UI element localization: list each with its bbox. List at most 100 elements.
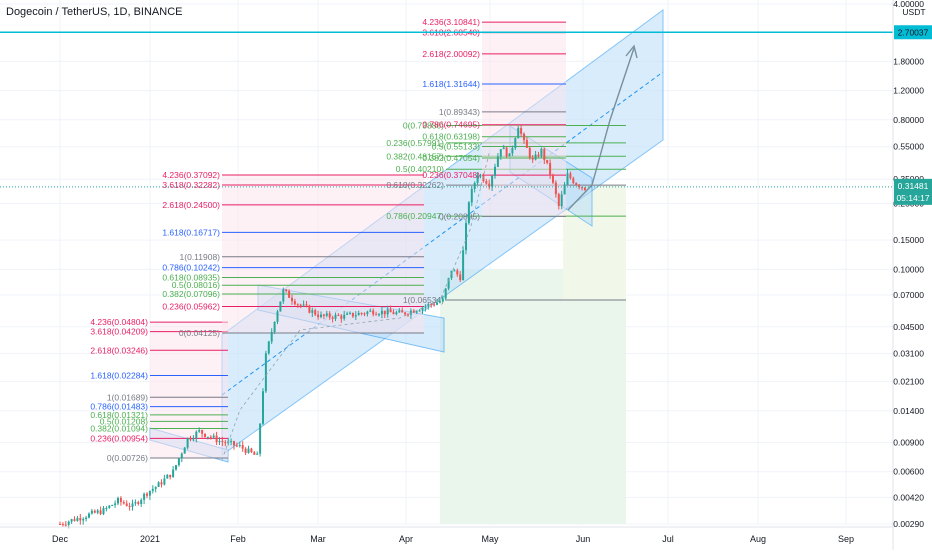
candle-body [230, 441, 233, 443]
candle-body [447, 278, 450, 289]
candle-body [465, 223, 467, 251]
candle-body [146, 493, 148, 496]
fib-level-label: 1.618(0.02284) [90, 371, 148, 381]
candle-body [430, 304, 433, 306]
svg-text:2.70037: 2.70037 [898, 27, 929, 37]
candle-body [433, 304, 436, 306]
candle-body [543, 148, 546, 160]
candle-body [154, 486, 157, 489]
candle-body [137, 502, 140, 504]
candle-body [218, 440, 221, 443]
candle-body [351, 312, 354, 317]
candle-body [357, 312, 360, 316]
candle-body [569, 173, 572, 179]
candle-body [61, 524, 64, 526]
candle-body [76, 517, 79, 521]
candle-body [496, 156, 499, 167]
candle-body [334, 314, 337, 319]
candle-body [482, 175, 485, 182]
fib-level-label: 0.5(0.55133) [432, 142, 480, 152]
fib-level-label: 0.5(0.08016) [172, 280, 220, 290]
fib-level-label: 0.236(0.05962) [162, 302, 220, 312]
candle-body [502, 147, 505, 150]
time-tick-label: 2021 [140, 534, 160, 544]
fib-level-label: 0.382(0.48157) [386, 151, 444, 161]
candle-body [322, 314, 325, 316]
fib-level-label: 3.618(0.04209) [90, 327, 148, 337]
time-tick-label: Mar [310, 534, 326, 544]
candle-body [140, 499, 143, 504]
price-tick-label: 0.03100 [893, 349, 924, 359]
candle-body [552, 174, 554, 183]
time-tick-label: Dec [52, 534, 69, 544]
candle-body [215, 435, 218, 443]
fib-level-label: 0(0.73886) [403, 120, 444, 130]
fib-level-label: 0.786(0.20947) [386, 211, 444, 221]
candle-body [467, 202, 470, 224]
fib-level-label: 0.5(0.01208) [100, 416, 148, 426]
candle-body [581, 187, 583, 189]
fib-level-label: 0.382(0.47054) [422, 153, 480, 163]
candle-body [148, 490, 151, 496]
fib-level-label: 0.382(0.07096) [162, 289, 220, 299]
candle-body [499, 149, 502, 157]
price-tick-label: 0.07000 [893, 290, 924, 300]
fib-level-label: 2.618(0.03246) [90, 345, 148, 355]
candle-body [372, 310, 375, 315]
fib-level-label: 0(0.04125) [179, 328, 220, 338]
candle-body [520, 128, 523, 134]
candle-body [82, 519, 85, 521]
candle-body [276, 311, 279, 322]
candle-body [209, 436, 212, 438]
candle-body [314, 310, 317, 315]
candle-body [566, 173, 569, 185]
candle-body [444, 288, 447, 299]
candle-body [453, 270, 456, 272]
candle-body [224, 442, 227, 444]
fib-level-label: 0.786(0.01483) [90, 402, 148, 412]
candle-body [311, 310, 314, 313]
price-tick-label: 0.15000 [893, 235, 924, 245]
candle-body [476, 175, 479, 183]
candle-body [114, 503, 117, 506]
candle-body [195, 431, 198, 439]
candle-body [563, 184, 566, 195]
price-tick-label: 0.00290 [893, 519, 924, 529]
candle-body [459, 274, 462, 281]
candle-body [441, 298, 444, 302]
candle-body [473, 182, 476, 189]
candle-body [409, 310, 412, 315]
candle-body [172, 469, 175, 478]
time-tick-label: May [481, 534, 499, 544]
candle-body [398, 310, 401, 313]
fib-level-label: 1(0.11908) [180, 252, 221, 262]
candle-body [450, 270, 453, 279]
candle-body [560, 194, 563, 206]
time-tick-label: Sep [838, 534, 854, 544]
wave-path [221, 149, 491, 461]
candle-body [424, 306, 427, 308]
fib-level-label: 1.618(0.16717) [162, 227, 220, 237]
time-tick-label: Aug [750, 534, 766, 544]
candle-body [186, 437, 189, 448]
time-tick-label: Apr [399, 534, 413, 544]
candle-body [285, 289, 288, 291]
bar-countdown: 05:14:17 [896, 193, 929, 203]
candle-body [177, 458, 180, 466]
candle-body [73, 519, 76, 521]
fib-level-label: 2.618(0.24500) [162, 200, 220, 210]
candle-body [267, 341, 270, 354]
candle-body [537, 154, 540, 157]
candle-body [508, 153, 511, 157]
candle-body [340, 315, 343, 319]
candle-body [412, 310, 415, 313]
axis-unit: USDT [902, 7, 925, 17]
fib-level-label: 0.786(0.10242) [162, 263, 220, 273]
candle-body [189, 437, 192, 440]
candle-body [407, 314, 409, 316]
candle-body [198, 430, 201, 432]
candle-body [244, 448, 247, 453]
candle-body [201, 430, 204, 434]
